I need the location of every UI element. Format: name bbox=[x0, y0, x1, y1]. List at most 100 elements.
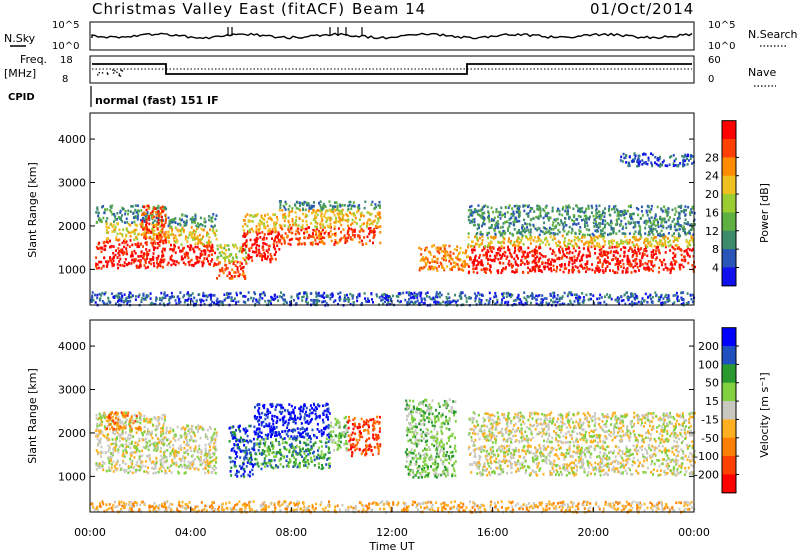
range-gate-cell bbox=[115, 238, 118, 241]
range-gate-cell bbox=[622, 225, 625, 229]
range-gate-cell bbox=[270, 255, 273, 258]
range-gate-cell bbox=[563, 267, 566, 270]
range-gate-cell bbox=[141, 431, 144, 435]
range-gate-cell bbox=[358, 230, 361, 233]
range-gate-cell bbox=[494, 302, 497, 305]
range-gate-cell bbox=[191, 238, 194, 241]
range-gate-cell bbox=[131, 258, 133, 262]
range-gate-cell bbox=[277, 238, 280, 242]
range-gate-cell bbox=[656, 223, 659, 227]
range-gate-cell bbox=[684, 228, 686, 231]
range-gate-cell bbox=[340, 230, 343, 234]
range-gate-cell bbox=[618, 302, 621, 305]
range-gate-cell bbox=[128, 294, 130, 297]
range-gate-cell bbox=[125, 247, 128, 250]
range-gate-cell bbox=[512, 214, 515, 217]
range-gate-cell bbox=[608, 205, 611, 208]
range-gate-cell bbox=[593, 218, 596, 221]
range-gate-cell bbox=[408, 298, 410, 301]
scatter-band bbox=[90, 291, 695, 307]
range-gate-cell bbox=[477, 223, 480, 227]
range-gate-cell bbox=[637, 161, 640, 165]
range-gate-cell bbox=[123, 251, 126, 255]
range-gate-cell bbox=[150, 241, 153, 245]
range-gate-cell bbox=[590, 245, 593, 249]
range-gate-cell bbox=[124, 462, 127, 466]
range-gate-cell bbox=[272, 213, 275, 216]
range-gate-cell bbox=[138, 293, 141, 297]
range-gate-cell bbox=[138, 449, 141, 453]
date-label: 01/Oct/2014 bbox=[590, 0, 694, 18]
range-gate-cell bbox=[684, 205, 687, 208]
range-gate-cell bbox=[319, 294, 322, 298]
range-gate-cell bbox=[481, 264, 484, 267]
range-gate-cell bbox=[520, 247, 523, 251]
range-gate-cell bbox=[160, 215, 163, 219]
range-gate-cell bbox=[140, 454, 143, 457]
range-gate-cell bbox=[397, 292, 400, 295]
range-gate-cell bbox=[109, 259, 112, 262]
range-gate-cell bbox=[241, 250, 243, 253]
range-gate-cell bbox=[432, 244, 435, 247]
scatter-band bbox=[467, 204, 696, 238]
colorbar-segment bbox=[722, 175, 736, 195]
range-gate-cell bbox=[376, 225, 379, 229]
range-gate-cell bbox=[323, 296, 326, 299]
range-gate-cell bbox=[221, 267, 224, 270]
range-gate-cell bbox=[347, 224, 350, 228]
range-gate-cell bbox=[502, 262, 505, 265]
range-gate-cell bbox=[576, 257, 579, 260]
range-gate-cell bbox=[497, 248, 499, 251]
range-gate-cell bbox=[334, 233, 336, 236]
range-gate-cell bbox=[238, 249, 241, 253]
range-gate-cell bbox=[631, 255, 634, 258]
range-gate-cell bbox=[530, 242, 532, 245]
range-gate-cell bbox=[598, 258, 601, 262]
range-gate-cell bbox=[208, 253, 211, 257]
range-gate-cell bbox=[575, 236, 578, 240]
range-gate-cell bbox=[546, 240, 549, 243]
range-gate-cell bbox=[486, 205, 489, 209]
range-gate-cell bbox=[315, 233, 318, 236]
range-gate-cell bbox=[670, 225, 672, 229]
range-gate-cell bbox=[338, 240, 341, 243]
range-gate-cell bbox=[255, 228, 258, 231]
range-gate-cell bbox=[471, 261, 474, 264]
range-gate-cell bbox=[387, 295, 390, 298]
range-gate-cell bbox=[200, 227, 203, 231]
range-gate-cell bbox=[161, 457, 163, 461]
range-gate-cell bbox=[611, 242, 614, 246]
range-gate-cell bbox=[343, 234, 346, 237]
range-gate-cell bbox=[639, 231, 641, 234]
range-gate-cell bbox=[440, 249, 443, 253]
range-gate-cell bbox=[585, 255, 588, 259]
range-gate-cell bbox=[499, 217, 502, 220]
range-gate-cell bbox=[548, 263, 551, 266]
range-gate-cell bbox=[447, 292, 450, 296]
range-gate-cell bbox=[500, 245, 503, 248]
range-gate-cell bbox=[424, 264, 427, 267]
range-gate-cell bbox=[142, 218, 145, 221]
range-gate-cell bbox=[606, 256, 609, 259]
range-gate-cell bbox=[650, 297, 652, 301]
range-gate-cell bbox=[339, 238, 342, 241]
range-gate-cell bbox=[123, 454, 126, 457]
range-gate-cell bbox=[213, 264, 215, 267]
range-gate-cell bbox=[330, 217, 333, 221]
range-gate-cell bbox=[470, 204, 473, 208]
range-gate-cell bbox=[172, 218, 175, 221]
range-gate-cell bbox=[182, 261, 185, 265]
range-gate-cell bbox=[547, 218, 550, 222]
range-gate-cell bbox=[269, 216, 272, 219]
range-gate-cell bbox=[549, 261, 552, 264]
range-gate-cell bbox=[420, 253, 423, 256]
range-gate-cell bbox=[586, 233, 589, 237]
range-gate-cell bbox=[520, 238, 523, 242]
range-gate-cell bbox=[486, 254, 489, 258]
range-gate-cell bbox=[152, 472, 155, 475]
range-gate-cell bbox=[112, 451, 115, 454]
range-gate-cell bbox=[142, 216, 144, 220]
range-gate-cell bbox=[107, 237, 109, 240]
range-gate-cell bbox=[558, 230, 561, 234]
range-gate-cell bbox=[155, 212, 158, 216]
